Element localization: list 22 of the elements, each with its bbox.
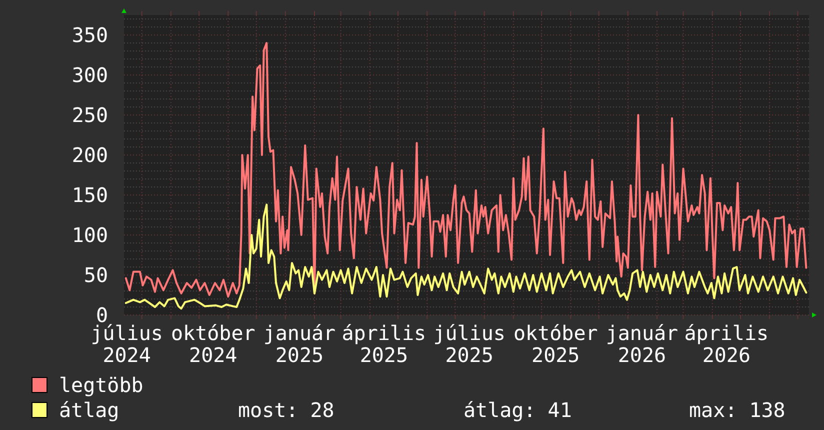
y-tick-label: 100 <box>72 223 108 247</box>
line-series <box>124 42 808 298</box>
line-series <box>124 204 808 310</box>
y-tick-label: 200 <box>72 143 108 167</box>
y-tick-label: 250 <box>72 103 108 127</box>
y-tick-label: 150 <box>72 183 108 207</box>
x-tick-label: április 2026 <box>684 321 769 367</box>
x-tick-label: július 2025 <box>433 321 506 367</box>
x-tick-label: január 2026 <box>606 321 678 367</box>
x-tick-label: április 2025 <box>342 321 426 367</box>
y-tick-label: 50 <box>84 263 108 287</box>
text: max: 138 <box>689 398 786 422</box>
legend-label: átlag <box>59 398 120 422</box>
x-tick-label: október 2025 <box>513 321 598 367</box>
text: most: 28 <box>238 398 334 422</box>
y-tick-label: 300 <box>72 63 108 87</box>
x-tick-label: október 2024 <box>170 321 256 367</box>
x-tick-label: július 2024 <box>90 321 163 367</box>
y-tick-label: 350 <box>72 23 108 47</box>
text: átlag: 41 <box>464 398 572 422</box>
legend-label: legtöbb <box>59 373 144 397</box>
x-tick-label: január 2025 <box>263 321 336 367</box>
